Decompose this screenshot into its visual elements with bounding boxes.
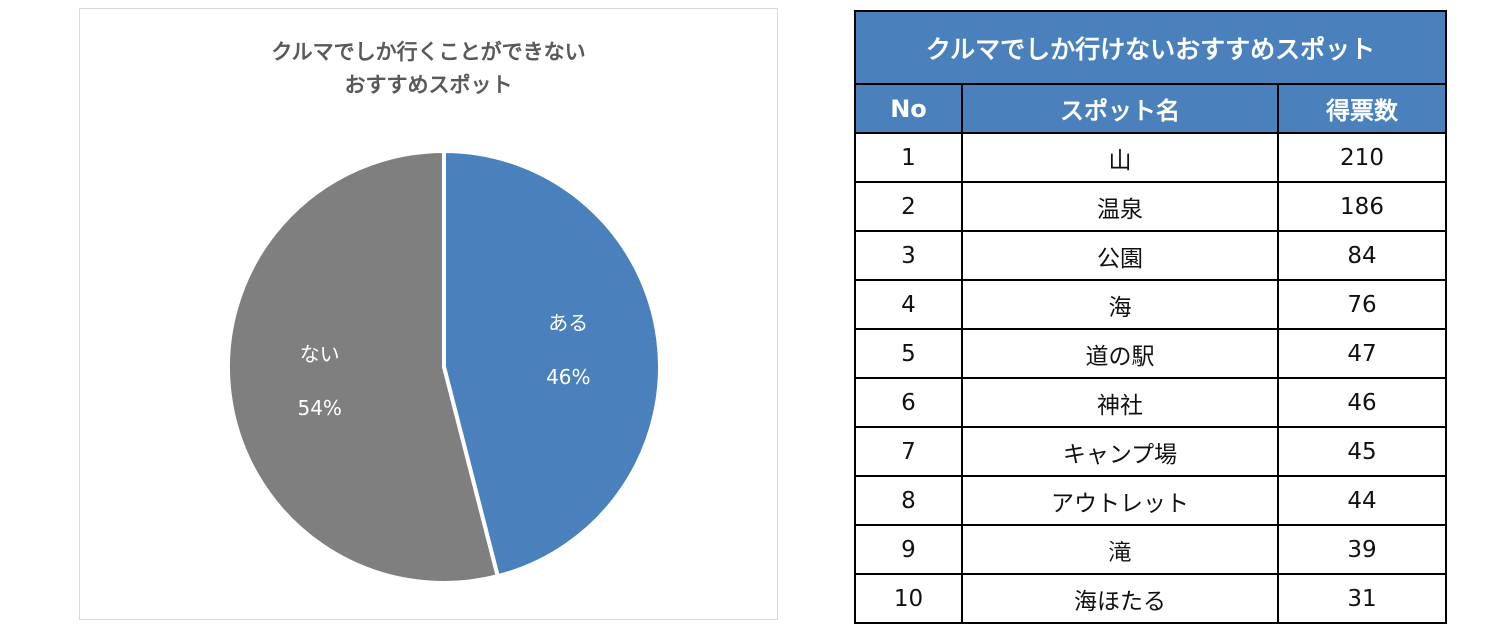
row-votes: 31 xyxy=(1277,573,1447,624)
table-row: 1 山 210 xyxy=(854,132,1447,183)
table-row: 7 キャンプ場 45 xyxy=(854,426,1447,477)
pie-slice-label-0: ある xyxy=(548,311,588,335)
row-votes: 44 xyxy=(1277,475,1447,526)
row-votes: 45 xyxy=(1277,426,1447,477)
pie-slice-0 xyxy=(442,149,662,579)
row-spot-name: 温泉 xyxy=(961,181,1279,232)
chart-title-line2: おすすめスポット xyxy=(344,73,513,97)
pie-chart-panel: クルマでしか行くことができない おすすめスポット ある 46% ない 54% xyxy=(79,8,778,620)
table-title: クルマでしか行けないおすすめスポット xyxy=(854,10,1447,85)
pie-slice-value-1: 54% xyxy=(297,396,341,420)
pie-slice-value-0: 46% xyxy=(546,365,590,389)
row-spot-name: 山 xyxy=(961,132,1279,183)
header-no: No xyxy=(854,83,963,134)
row-spot-name: 滝 xyxy=(961,524,1279,575)
row-spot-name: キャンプ場 xyxy=(961,426,1279,477)
row-no: 9 xyxy=(854,524,963,575)
pie-chart: ある 46% ない 54% xyxy=(226,149,662,585)
row-no: 5 xyxy=(854,328,963,379)
table-row: 3 公園 84 xyxy=(854,230,1447,281)
chart-title-line1: クルマでしか行くことができない xyxy=(271,40,586,64)
table-row: 8 アウトレット 44 xyxy=(854,475,1447,526)
table-row: 9 滝 39 xyxy=(854,524,1447,575)
row-spot-name: アウトレット xyxy=(961,475,1279,526)
row-no: 4 xyxy=(854,279,963,330)
row-no: 2 xyxy=(854,181,963,232)
row-no: 6 xyxy=(854,377,963,428)
row-votes: 47 xyxy=(1277,328,1447,379)
table-row: 10 海ほたる 31 xyxy=(854,573,1447,624)
header-votes: 得票数 xyxy=(1277,83,1447,134)
pie-slice-label-1: ない xyxy=(300,342,340,366)
table-row: 2 温泉 186 xyxy=(854,181,1447,232)
header-spot-name: スポット名 xyxy=(961,83,1279,134)
row-votes: 186 xyxy=(1277,181,1447,232)
row-votes: 76 xyxy=(1277,279,1447,330)
row-votes: 84 xyxy=(1277,230,1447,281)
row-votes: 39 xyxy=(1277,524,1447,575)
table-row: 5 道の駅 47 xyxy=(854,328,1447,379)
row-no: 1 xyxy=(854,132,963,183)
row-no: 8 xyxy=(854,475,963,526)
pie-slices xyxy=(226,149,662,585)
row-spot-name: 公園 xyxy=(961,230,1279,281)
row-spot-name: 道の駅 xyxy=(961,328,1279,379)
row-spot-name: 神社 xyxy=(961,377,1279,428)
row-votes: 210 xyxy=(1277,132,1447,183)
table-row: 4 海 76 xyxy=(854,279,1447,330)
ranking-table: クルマでしか行けないおすすめスポット No スポット名 得票数 1 山 2 10 … xyxy=(854,10,1447,624)
row-spot-name: 海ほたる xyxy=(961,573,1279,624)
row-no: 7 xyxy=(854,426,963,477)
row-no: 3 xyxy=(854,230,963,281)
pie-labels: ある 46% ない 54% xyxy=(297,311,590,420)
pie-slice-1 xyxy=(226,149,500,585)
row-spot-name: 海 xyxy=(961,279,1279,330)
row-votes: 46 xyxy=(1277,377,1447,428)
table-row: 6 神社 46 xyxy=(854,377,1447,428)
row-no: 10 xyxy=(854,573,963,624)
